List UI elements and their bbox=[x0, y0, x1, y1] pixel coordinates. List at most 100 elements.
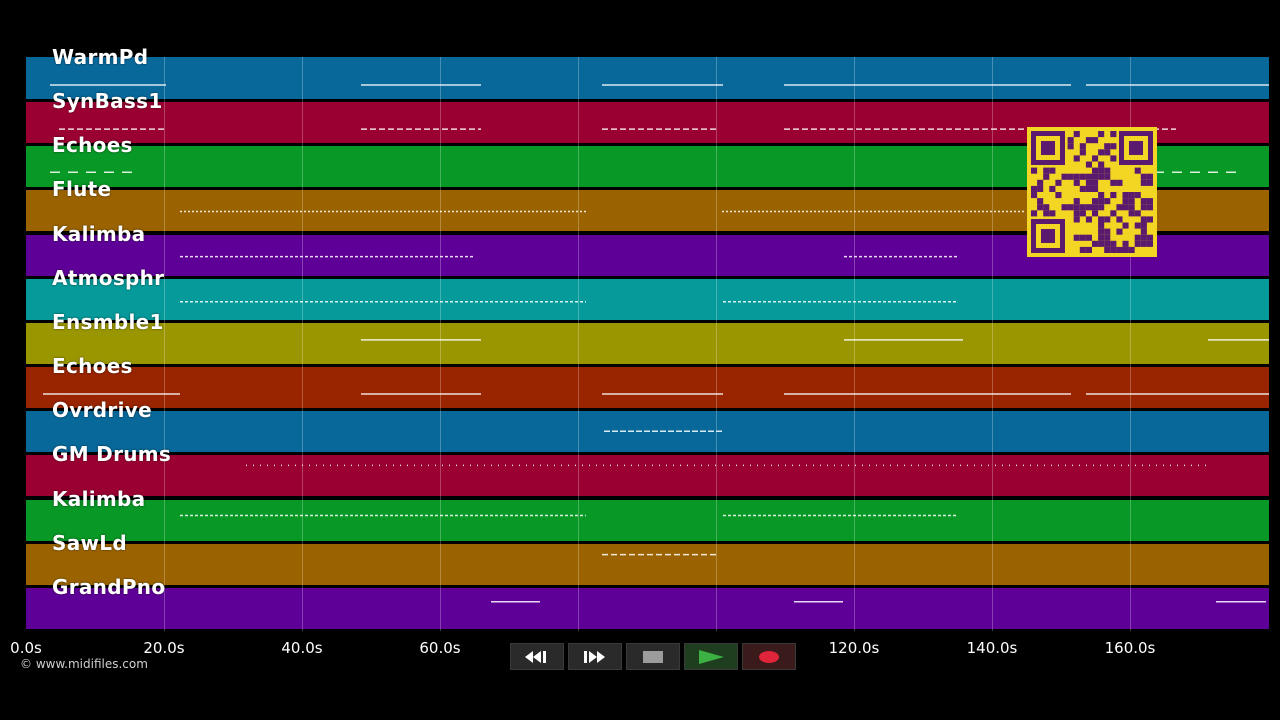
qr-module bbox=[1140, 234, 1147, 241]
gridline bbox=[302, 57, 303, 631]
qr-module bbox=[1146, 173, 1153, 180]
qr-module bbox=[1110, 246, 1117, 253]
qr-module bbox=[1037, 179, 1044, 186]
time-tick-label: 0.0s bbox=[10, 639, 42, 657]
rewind-button[interactable] bbox=[510, 643, 564, 670]
qr-module bbox=[1098, 173, 1105, 180]
qr-module bbox=[1110, 210, 1117, 217]
gridline bbox=[992, 57, 993, 631]
play-button[interactable] bbox=[684, 643, 738, 670]
qr-module bbox=[1104, 234, 1111, 241]
gridline bbox=[716, 57, 717, 631]
qr-module bbox=[1116, 246, 1123, 253]
qr-module bbox=[1140, 222, 1147, 229]
qr-module bbox=[1079, 246, 1086, 253]
qr-module bbox=[1085, 185, 1092, 192]
qr-module bbox=[1061, 173, 1068, 180]
qr-module bbox=[1037, 185, 1044, 192]
qr-module bbox=[1098, 228, 1105, 235]
qr-module bbox=[1110, 179, 1117, 186]
track-label: Kalimba bbox=[52, 486, 146, 511]
qr-module bbox=[1146, 240, 1153, 247]
qr-module bbox=[1104, 216, 1111, 223]
qr-module bbox=[1140, 173, 1147, 180]
gridline bbox=[440, 57, 441, 631]
fast-forward-icon bbox=[584, 650, 605, 663]
track-label: Echoes bbox=[52, 354, 133, 379]
qr-module bbox=[1122, 240, 1129, 247]
qr-module bbox=[1098, 192, 1105, 199]
qr-module bbox=[1073, 155, 1080, 162]
track-lane[interactable] bbox=[26, 366, 1269, 409]
gridline bbox=[578, 57, 579, 631]
qr-module bbox=[1085, 161, 1092, 168]
qr-module bbox=[1092, 137, 1099, 144]
lane-separator bbox=[26, 144, 1269, 147]
qr-module bbox=[1104, 167, 1111, 174]
qr-module bbox=[1043, 173, 1050, 180]
qr-module bbox=[1092, 155, 1099, 162]
qr-module bbox=[1116, 179, 1123, 186]
qr-module bbox=[1134, 167, 1141, 174]
qr-code-pattern bbox=[1031, 131, 1153, 253]
qr-module bbox=[1049, 185, 1056, 192]
qr-module bbox=[1031, 192, 1038, 199]
qr-module bbox=[1122, 204, 1129, 211]
track-lane[interactable] bbox=[26, 454, 1269, 497]
fast-forward-button[interactable] bbox=[568, 643, 622, 670]
qr-module bbox=[1073, 234, 1080, 241]
qr-module bbox=[1092, 173, 1099, 180]
track-lane[interactable] bbox=[26, 498, 1269, 541]
record-button[interactable] bbox=[742, 643, 796, 670]
qr-module bbox=[1146, 216, 1153, 223]
time-tick-label: 60.0s bbox=[419, 639, 461, 657]
qr-module bbox=[1037, 204, 1044, 211]
track-label: Echoes bbox=[52, 133, 133, 158]
qr-module bbox=[1098, 222, 1105, 229]
track-lane[interactable] bbox=[26, 542, 1269, 585]
qr-module bbox=[1085, 204, 1092, 211]
qr-module bbox=[1122, 222, 1129, 229]
time-tick-label: 40.0s bbox=[281, 639, 323, 657]
qr-module bbox=[1146, 198, 1153, 205]
lane-separator bbox=[26, 276, 1269, 279]
track-lane[interactable] bbox=[26, 586, 1269, 629]
qr-module bbox=[1116, 228, 1123, 235]
qr-module bbox=[1085, 137, 1092, 144]
qr-module bbox=[1092, 179, 1099, 186]
qr-module bbox=[1043, 167, 1050, 174]
stop-button[interactable] bbox=[626, 643, 680, 670]
qr-module bbox=[1031, 210, 1038, 217]
time-tick-label: 20.0s bbox=[143, 639, 185, 657]
copyright-text: © www.midifiles.com bbox=[20, 657, 148, 671]
qr-module bbox=[1055, 179, 1062, 186]
qr-module bbox=[1098, 131, 1105, 138]
qr-module bbox=[1140, 198, 1147, 205]
qr-module bbox=[1037, 198, 1044, 205]
qr-module bbox=[1122, 246, 1129, 253]
track-lane[interactable] bbox=[26, 57, 1269, 99]
qr-module bbox=[1061, 204, 1068, 211]
gridline bbox=[164, 57, 165, 631]
qr-module bbox=[1092, 198, 1099, 205]
qr-module bbox=[1128, 204, 1135, 211]
qr-module bbox=[1043, 210, 1050, 217]
qr-module bbox=[1104, 228, 1111, 235]
qr-module bbox=[1134, 192, 1141, 199]
track-lane[interactable] bbox=[26, 321, 1269, 364]
qr-code bbox=[1027, 127, 1157, 257]
qr-module bbox=[1116, 216, 1123, 223]
qr-module bbox=[1122, 198, 1129, 205]
qr-module bbox=[1079, 149, 1086, 156]
qr-module bbox=[1085, 246, 1092, 253]
track-lane[interactable] bbox=[26, 277, 1269, 320]
qr-module bbox=[1098, 149, 1105, 156]
lane-separator bbox=[26, 453, 1269, 456]
qr-module bbox=[1085, 173, 1092, 180]
qr-module bbox=[1092, 167, 1099, 174]
qr-module bbox=[1134, 240, 1141, 247]
qr-module bbox=[1104, 198, 1111, 205]
qr-module bbox=[1073, 179, 1080, 186]
qr-module bbox=[1110, 192, 1117, 199]
qr-module bbox=[1092, 204, 1099, 211]
